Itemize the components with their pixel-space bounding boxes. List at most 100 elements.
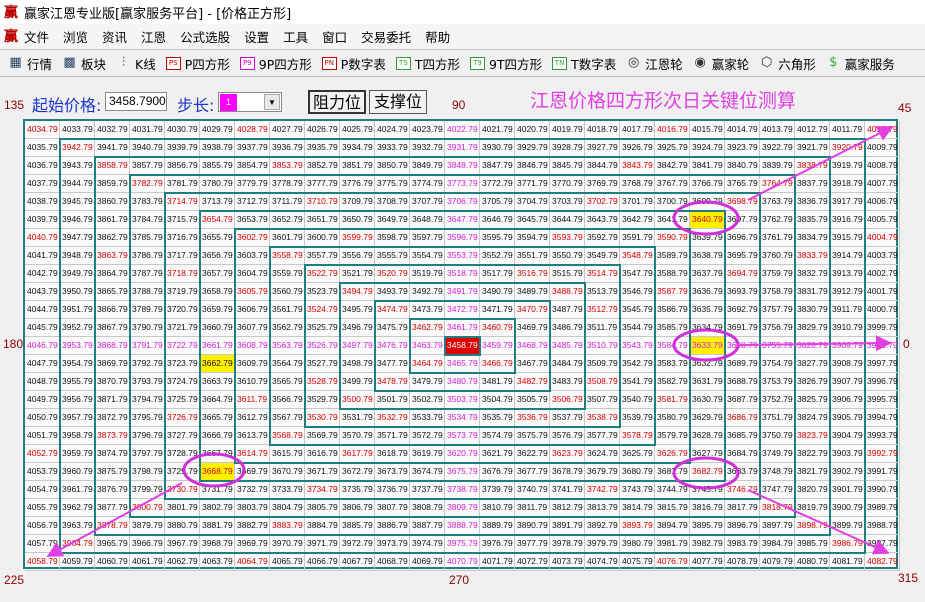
price-cell[interactable]: 3817.79 [725, 499, 760, 517]
price-cell[interactable]: 3482.79 [515, 373, 550, 391]
price-cell[interactable]: 3860.79 [95, 193, 130, 211]
price-cell[interactable]: 3922.79 [760, 139, 795, 157]
price-cell[interactable]: 3629.79 [690, 409, 725, 427]
price-cell[interactable]: 3809.79 [445, 499, 480, 517]
price-cell[interactable]: 3719.79 [165, 283, 200, 301]
price-cell[interactable]: 3540.79 [620, 391, 655, 409]
price-cell[interactable]: 3956.79 [60, 391, 95, 409]
price-cell[interactable]: 3681.79 [655, 463, 690, 481]
price-cell[interactable]: 3906.79 [830, 391, 865, 409]
price-cell[interactable]: 3562.79 [270, 319, 305, 337]
price-cell[interactable]: 3849.79 [410, 157, 445, 175]
price-cell[interactable]: 3705.79 [480, 193, 515, 211]
price-cell[interactable]: 4013.79 [760, 121, 795, 139]
price-cell[interactable]: 3741.79 [550, 481, 585, 499]
price-cell[interactable]: 3930.79 [480, 139, 515, 157]
price-cell[interactable]: 3659.79 [200, 301, 235, 319]
price-cell[interactable]: 3948.79 [60, 247, 95, 265]
price-cell[interactable]: 3464.79 [410, 355, 445, 373]
price-cell[interactable]: 4064.79 [235, 553, 270, 571]
price-cell[interactable]: 3939.79 [165, 139, 200, 157]
price-cell[interactable]: 4005.79 [865, 211, 900, 229]
price-cell[interactable]: 3627.79 [690, 445, 725, 463]
price-cell[interactable]: 3635.79 [690, 301, 725, 319]
price-cell[interactable]: 3769.79 [585, 175, 620, 193]
price-cell[interactable]: 3639.79 [690, 229, 725, 247]
price-cell[interactable]: 3542.79 [620, 355, 655, 373]
price-cell[interactable]: 4076.79 [655, 553, 690, 571]
price-cell[interactable]: 3842.79 [655, 157, 690, 175]
price-cell[interactable]: 3649.79 [375, 211, 410, 229]
price-cell[interactable]: 3567.79 [270, 409, 305, 427]
price-cell[interactable]: 3526.79 [305, 337, 340, 355]
price-cell[interactable]: 3990.79 [865, 481, 900, 499]
price-cell[interactable]: 3671.79 [305, 463, 340, 481]
price-cell[interactable]: 3491.79 [445, 283, 480, 301]
price-cell[interactable]: 3843.79 [620, 157, 655, 175]
price-cell[interactable]: 3514.79 [585, 265, 620, 283]
price-cell[interactable]: 3501.79 [375, 391, 410, 409]
price-cell[interactable]: 3524.79 [305, 301, 340, 319]
price-cell[interactable]: 3968.79 [200, 535, 235, 553]
price-cell[interactable]: 3737.79 [410, 481, 445, 499]
price-cell[interactable]: 3483.79 [550, 373, 585, 391]
price-cell[interactable]: 3675.79 [445, 463, 480, 481]
price-cell[interactable]: 3833.79 [795, 247, 830, 265]
price-cell[interactable]: 3929.79 [515, 139, 550, 157]
price-cell[interactable]: 3982.79 [690, 535, 725, 553]
price-cell[interactable]: 3934.79 [340, 139, 375, 157]
price-cell[interactable]: 3972.79 [340, 535, 375, 553]
price-cell[interactable]: 3697.79 [725, 211, 760, 229]
price-cell[interactable]: 3894.79 [655, 517, 690, 535]
resistance-button[interactable]: 阻力位 [308, 90, 366, 114]
price-cell[interactable]: 3853.79 [270, 157, 305, 175]
price-cell[interactable]: 3601.79 [270, 229, 305, 247]
price-cell[interactable]: 3580.79 [655, 409, 690, 427]
price-cell[interactable]: 4020.79 [515, 121, 550, 139]
price-cell[interactable]: 3529.79 [305, 391, 340, 409]
price-cell[interactable]: 3696.79 [725, 229, 760, 247]
price-cell[interactable]: 4021.79 [480, 121, 515, 139]
price-cell[interactable]: 3743.79 [620, 481, 655, 499]
price-cell[interactable]: 3532.79 [375, 409, 410, 427]
price-cell[interactable]: 3971.79 [305, 535, 340, 553]
price-cell[interactable]: 3527.79 [305, 355, 340, 373]
price-cell[interactable]: 3890.79 [515, 517, 550, 535]
price-cell[interactable]: 3582.79 [655, 373, 690, 391]
price-cell[interactable]: 3941.79 [95, 139, 130, 157]
price-cell[interactable]: 3785.79 [130, 229, 165, 247]
price-cell[interactable]: 3880.79 [165, 517, 200, 535]
price-cell[interactable]: 3474.79 [375, 301, 410, 319]
price-cell[interactable]: 4002.79 [865, 265, 900, 283]
price-cell[interactable]: 3644.79 [550, 211, 585, 229]
price-cell[interactable]: 3573.79 [445, 427, 480, 445]
menu-item[interactable]: 公式选股 [180, 29, 231, 45]
price-cell[interactable]: 4058.79 [25, 553, 60, 571]
price-cell[interactable]: 3962.79 [60, 499, 95, 517]
price-cell[interactable]: 3653.79 [235, 211, 270, 229]
price-cell[interactable]: 3664.79 [200, 391, 235, 409]
price-cell[interactable]: 4024.79 [375, 121, 410, 139]
price-cell[interactable]: 3481.79 [480, 373, 515, 391]
toolbar-button[interactable]: ◎ 江恩轮 [626, 54, 683, 73]
price-cell[interactable]: 3690.79 [725, 337, 760, 355]
price-cell[interactable]: 4054.79 [25, 481, 60, 499]
price-cell[interactable]: 3955.79 [60, 373, 95, 391]
price-cell[interactable]: 3845.79 [550, 157, 585, 175]
price-cell[interactable]: 3868.79 [95, 337, 130, 355]
price-cell[interactable]: 3477.79 [375, 355, 410, 373]
price-cell[interactable]: 3952.79 [60, 319, 95, 337]
price-cell[interactable]: 3578.79 [620, 427, 655, 445]
price-cell[interactable]: 3852.79 [305, 157, 340, 175]
price-cell[interactable]: 3887.79 [410, 517, 445, 535]
price-cell[interactable]: 4063.79 [200, 553, 235, 571]
price-cell[interactable]: 3978.79 [550, 535, 585, 553]
price-cell[interactable]: 3565.79 [270, 373, 305, 391]
price-cell[interactable]: 3865.79 [95, 283, 130, 301]
price-cell[interactable]: 3608.79 [235, 337, 270, 355]
price-cell[interactable]: 3620.79 [445, 445, 480, 463]
price-cell[interactable]: 3738.79 [445, 481, 480, 499]
price-cell[interactable]: 3694.79 [725, 265, 760, 283]
price-cell[interactable]: 3970.79 [270, 535, 305, 553]
price-cell[interactable]: 3949.79 [60, 265, 95, 283]
